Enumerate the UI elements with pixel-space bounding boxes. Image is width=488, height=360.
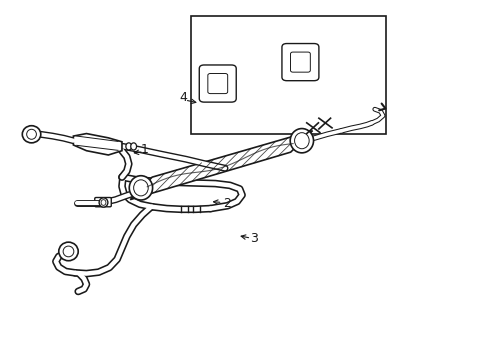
- FancyBboxPatch shape: [282, 44, 318, 81]
- Ellipse shape: [125, 143, 131, 150]
- Ellipse shape: [59, 242, 78, 261]
- FancyBboxPatch shape: [199, 65, 236, 102]
- Bar: [191, 16, 385, 134]
- FancyBboxPatch shape: [95, 198, 111, 207]
- Ellipse shape: [99, 198, 108, 207]
- Text: 2: 2: [223, 197, 231, 210]
- Ellipse shape: [289, 129, 313, 153]
- Polygon shape: [73, 134, 122, 155]
- Ellipse shape: [129, 176, 152, 200]
- Text: 4: 4: [180, 91, 187, 104]
- Ellipse shape: [130, 143, 136, 150]
- Text: 1: 1: [141, 143, 148, 156]
- Polygon shape: [130, 131, 312, 200]
- Ellipse shape: [22, 126, 41, 143]
- Text: 3: 3: [250, 233, 258, 246]
